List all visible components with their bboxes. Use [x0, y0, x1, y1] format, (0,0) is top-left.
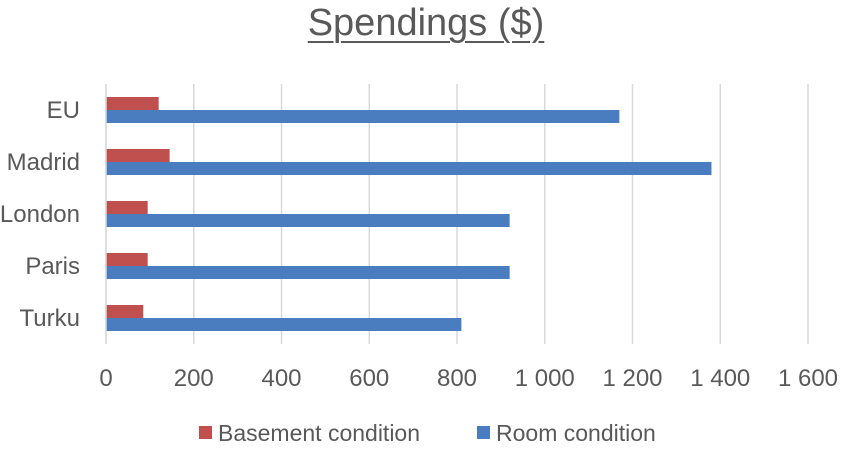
bar-room-condition [106, 214, 510, 227]
bar-basement-condition [106, 201, 148, 214]
legend-label: Basement condition [218, 420, 420, 446]
bar-basement-condition [106, 149, 170, 162]
bar-basement-condition [106, 253, 148, 266]
chart-title: Spendings ($) [307, 2, 545, 44]
legend-swatch [199, 426, 212, 439]
x-tick-label: 800 [437, 365, 477, 392]
bar-room-condition [106, 110, 620, 123]
y-tick-label: Paris [25, 253, 80, 280]
y-tick-label: London [0, 201, 80, 228]
y-tick-label: EU [47, 97, 80, 124]
y-tick-label: Madrid [7, 149, 80, 176]
x-tick-label: 600 [349, 365, 389, 392]
x-tick-label: 1 600 [778, 365, 838, 392]
bar-basement-condition [106, 97, 159, 110]
legend-swatch [477, 426, 490, 439]
x-tick-label: 1 000 [515, 365, 575, 392]
bar-basement-condition [106, 305, 144, 318]
x-tick-label: 1 200 [602, 365, 662, 392]
x-tick-label: 0 [99, 365, 112, 392]
bar-room-condition [106, 266, 510, 279]
x-tick-label: 400 [261, 365, 301, 392]
bar-room-condition [106, 162, 712, 175]
legend-label: Room condition [496, 420, 656, 446]
x-tick-label: 200 [174, 365, 214, 392]
y-tick-label: Turku [20, 305, 80, 332]
bar-room-condition [106, 318, 462, 331]
x-tick-label: 1 400 [690, 365, 750, 392]
